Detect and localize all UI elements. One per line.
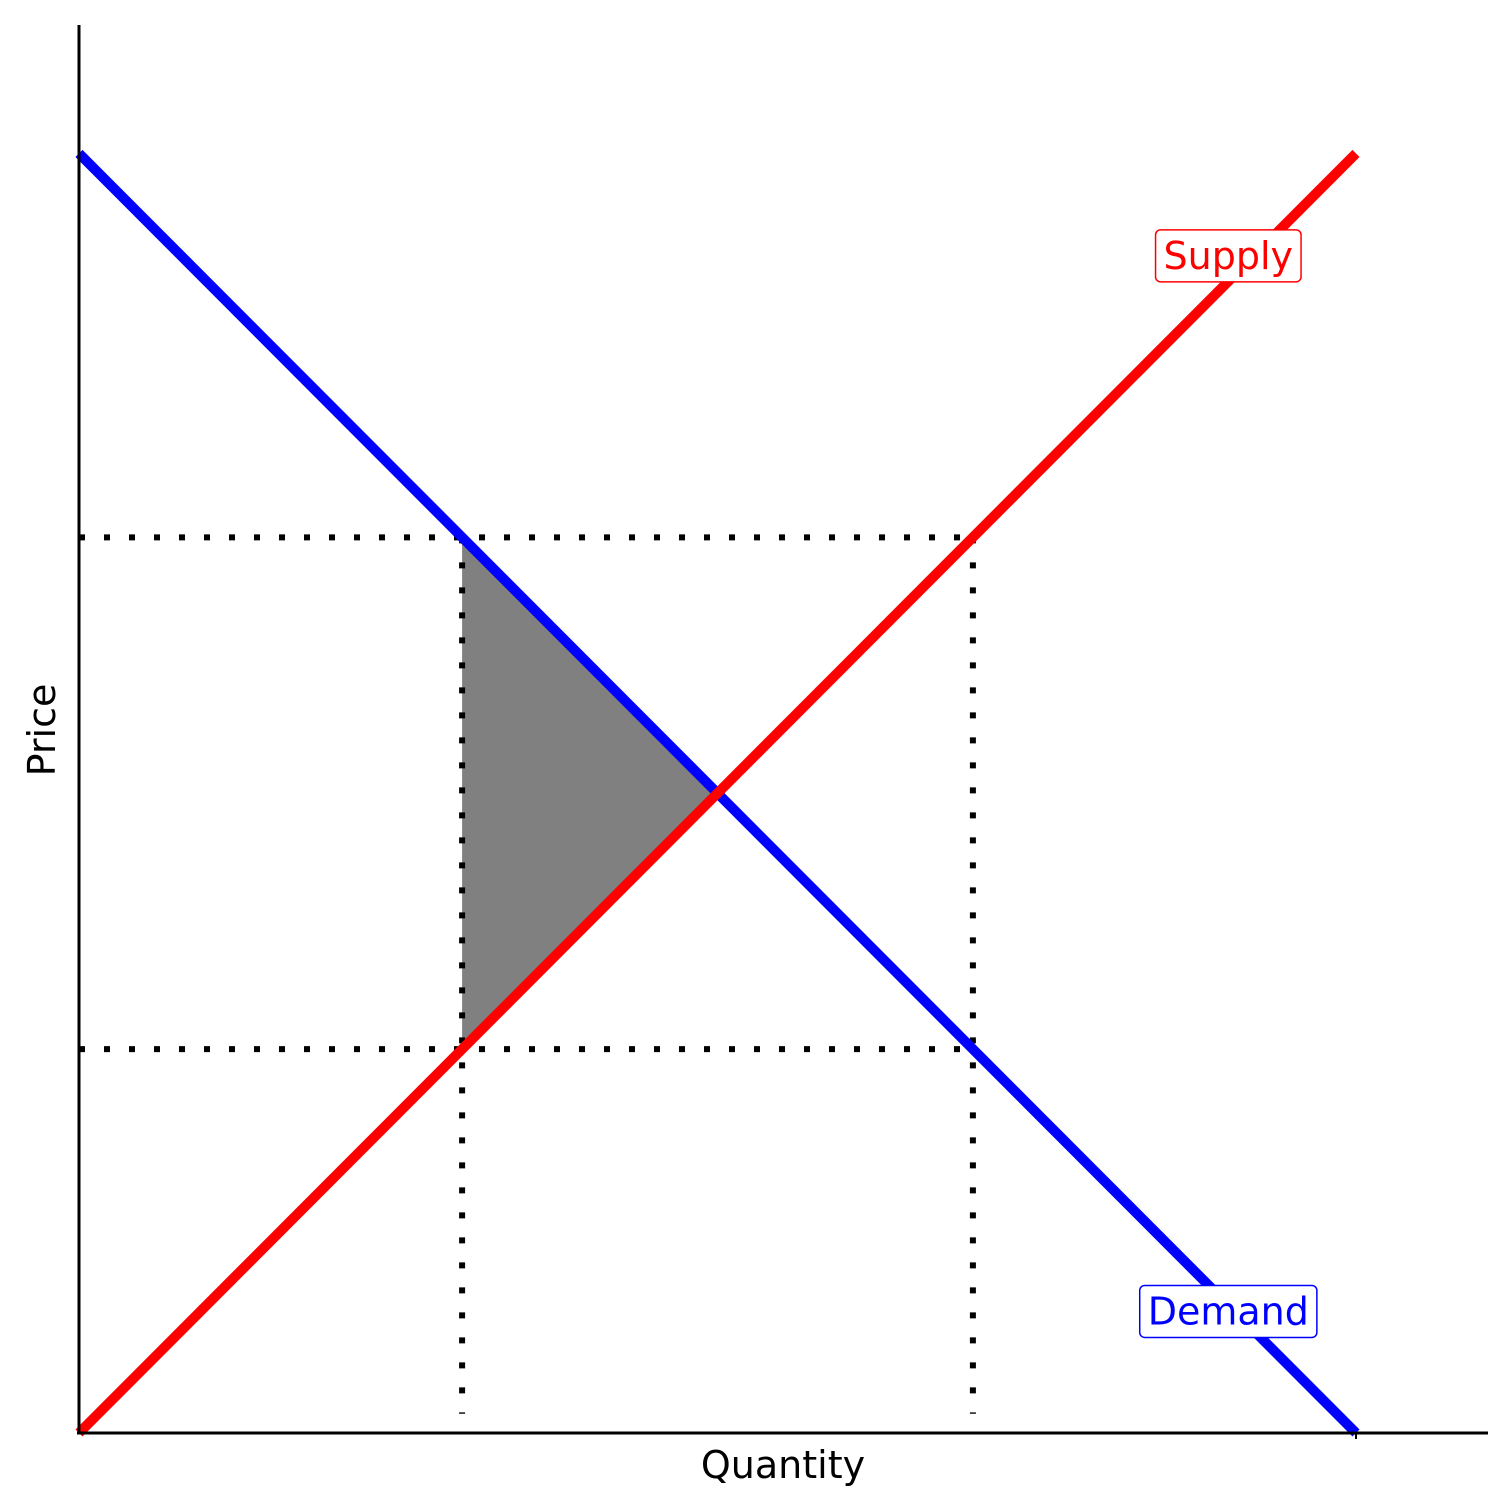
labels-layer: Supply Demand [1138,229,1318,1339]
demand-label: Demand [1138,1284,1318,1339]
shaded-region-layer [462,537,718,1050]
x-axis-title: Quantity [701,1443,865,1487]
supply-label-text: Supply [1164,234,1294,278]
series-layer [75,149,1360,1437]
y-axis-title: Price [20,684,64,777]
axes-layer [77,25,1488,1439]
supply-label-box [1154,229,1302,283]
demand-label-box [1138,1284,1318,1339]
shaded-triangle [462,537,718,1050]
supply-label: Supply [1154,229,1302,283]
reference-lines-layer [79,534,976,1414]
supply-curve [75,149,1360,1437]
demand-label-text: Demand [1148,1289,1309,1333]
